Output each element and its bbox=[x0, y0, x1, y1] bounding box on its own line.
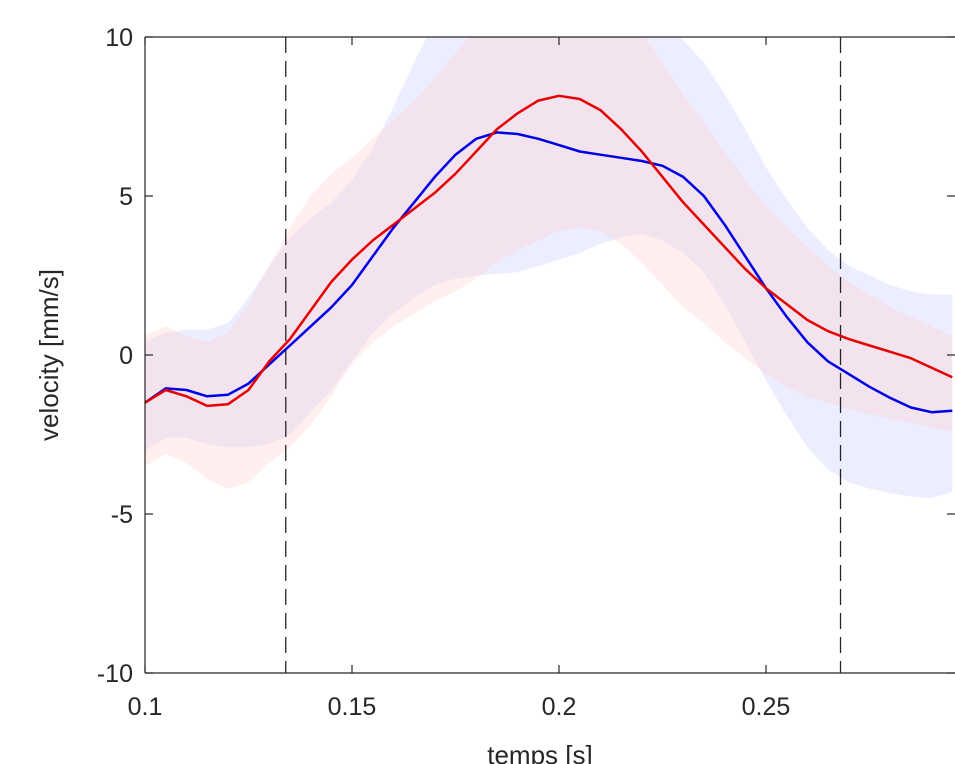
confidence-bands bbox=[145, 37, 953, 499]
series-1-line bbox=[145, 131, 953, 414]
series-2-band bbox=[145, 37, 953, 489]
series-1-band bbox=[145, 37, 953, 499]
y-tick-label-3: 0 bbox=[119, 342, 133, 370]
event-markers bbox=[285, 37, 842, 673]
y-tick-label-5: 10 bbox=[105, 24, 133, 52]
x-axis-label: temps [s] bbox=[487, 740, 592, 764]
x-tick-label-3: 0.2 bbox=[542, 693, 577, 721]
x-tick-label-1: 0.1 bbox=[128, 693, 163, 721]
axes bbox=[144, 36, 955, 674]
y-axis-label: velocity [mm/s] bbox=[34, 269, 64, 441]
x-tick-label-4: 0.25 bbox=[742, 693, 791, 721]
y-tick-label-1: -10 bbox=[97, 660, 133, 688]
series-2-line bbox=[145, 94, 953, 408]
series-lines bbox=[145, 94, 953, 414]
y-tick-label-2: -5 bbox=[111, 501, 133, 529]
x-tick-label-2: 0.15 bbox=[328, 693, 377, 721]
y-tick-label-4: 5 bbox=[119, 183, 133, 211]
